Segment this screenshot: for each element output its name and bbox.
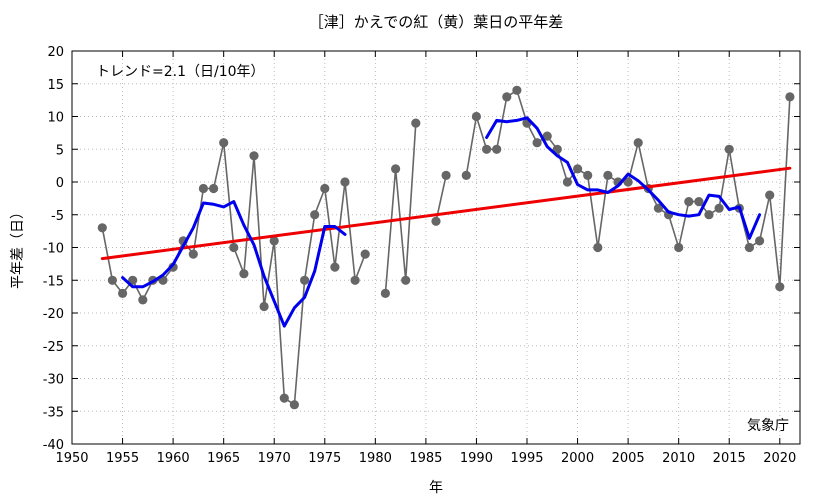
y-tick-label: -5 <box>51 209 64 224</box>
annual-point <box>340 177 350 187</box>
annual-point <box>775 282 785 292</box>
annual-point <box>694 197 704 207</box>
annual-point <box>300 275 310 285</box>
x-tick-label: 1980 <box>359 451 392 466</box>
y-tick-label: -40 <box>43 438 64 453</box>
annual-series-line <box>384 122 417 295</box>
annual-point <box>239 269 249 279</box>
x-tick-label: 2005 <box>612 451 645 466</box>
annual-point <box>350 275 360 285</box>
annual-point <box>441 170 451 180</box>
annual-point <box>391 164 401 174</box>
x-tick-label: 1985 <box>409 451 442 466</box>
y-tick-label: -30 <box>43 373 64 388</box>
annual-point <box>431 216 441 226</box>
annual-point <box>552 144 562 154</box>
annual-point <box>209 183 219 194</box>
annual-point <box>219 138 229 148</box>
annual-point <box>714 203 724 213</box>
annual-point <box>411 118 421 128</box>
series <box>97 85 795 410</box>
annual-point <box>603 170 613 180</box>
annual-point <box>198 183 208 194</box>
annual-series-line <box>101 141 367 406</box>
annual-point <box>492 144 502 154</box>
annual-point <box>188 249 198 259</box>
annual-point <box>380 288 390 298</box>
annual-point <box>269 236 279 246</box>
axis-ticks: 1950 1955 1960 1965 1970 1975 1980 1985 1990 1995… <box>43 45 800 466</box>
x-tick-label: 2010 <box>662 451 695 466</box>
y-tick-label: 10 <box>47 111 64 126</box>
annual-point <box>128 275 138 285</box>
annual-point <box>502 92 512 102</box>
x-tick-label: 1965 <box>207 451 240 466</box>
annual-point <box>744 242 755 253</box>
annual-point <box>785 92 795 102</box>
x-tick-label: 2015 <box>713 451 746 466</box>
x-tick-label: 2020 <box>763 451 796 466</box>
annual-point <box>724 144 734 154</box>
annual-point <box>583 170 593 180</box>
annual-point <box>360 249 370 259</box>
annual-point <box>107 275 117 285</box>
annual-point <box>118 288 128 298</box>
annual-point <box>765 190 775 200</box>
x-tick-label: 1975 <box>308 451 341 466</box>
y-tick-label: -35 <box>43 405 64 420</box>
y-tick-label: 15 <box>47 78 64 93</box>
y-tick-label: 20 <box>47 45 64 60</box>
annual-point <box>562 177 573 187</box>
y-tick-label: 0 <box>56 176 64 191</box>
annual-point <box>532 138 542 148</box>
annual-point <box>320 183 330 194</box>
x-axis-label: 年 <box>429 480 443 496</box>
chart-title: ［津］かえでの紅（黄）葉日の平年差 <box>309 13 564 31</box>
x-tick-label: 1995 <box>510 451 543 466</box>
annual-point <box>573 164 583 174</box>
annual-point <box>684 197 694 207</box>
y-tick-label: -25 <box>43 340 64 355</box>
annual-point <box>674 242 684 253</box>
annual-point <box>542 131 552 141</box>
y-tick-label: -15 <box>43 274 64 289</box>
annual-point <box>633 138 643 148</box>
annual-point <box>704 210 714 220</box>
moving-average-line <box>485 116 762 240</box>
annual-point <box>755 236 765 246</box>
y-tick-label: 5 <box>56 143 64 158</box>
annual-point <box>653 203 664 213</box>
annual-point <box>623 177 633 187</box>
annual-point <box>310 210 320 220</box>
trend-line <box>100 166 792 261</box>
annual-point <box>259 301 269 312</box>
x-tick-label: 1955 <box>106 451 139 466</box>
annual-point <box>289 400 299 410</box>
trend-annotation: トレンド=2.1（日/10年） <box>96 64 265 80</box>
x-tick-label: 2000 <box>561 451 594 466</box>
annual-point <box>512 85 522 95</box>
x-tick-label: 1950 <box>55 451 88 466</box>
y-tick-label: -20 <box>43 307 64 322</box>
annual-point <box>593 242 603 253</box>
annual-point <box>249 151 259 161</box>
y-axis-label: 平年差（日） <box>10 205 26 289</box>
source-label: 気象庁 <box>747 418 789 434</box>
annual-point <box>461 170 471 180</box>
annual-point <box>97 223 107 233</box>
x-tick-label: 1970 <box>258 451 291 466</box>
y-tick-label: -10 <box>43 242 64 257</box>
x-tick-label: 1960 <box>157 451 190 466</box>
annual-point <box>279 393 289 403</box>
annual-point <box>482 144 492 154</box>
annual-point <box>401 275 411 285</box>
annual-point <box>471 111 481 122</box>
x-tick-label: 1990 <box>460 451 493 466</box>
annual-point <box>330 262 340 272</box>
moving-average-line <box>121 200 347 328</box>
annual-point <box>138 295 148 305</box>
annual-point <box>229 242 239 253</box>
